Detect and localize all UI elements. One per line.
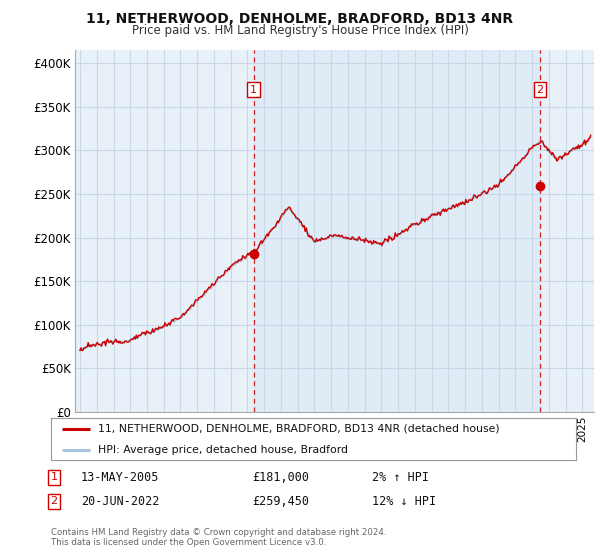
Text: 20-JUN-2022: 20-JUN-2022 bbox=[81, 494, 160, 508]
Text: 11, NETHERWOOD, DENHOLME, BRADFORD, BD13 4NR (detached house): 11, NETHERWOOD, DENHOLME, BRADFORD, BD13… bbox=[98, 424, 500, 434]
Text: HPI: Average price, detached house, Bradford: HPI: Average price, detached house, Brad… bbox=[98, 445, 348, 455]
Bar bbox=[254, 50, 540, 412]
Text: 2: 2 bbox=[50, 496, 58, 506]
Text: 12% ↓ HPI: 12% ↓ HPI bbox=[372, 494, 436, 508]
Text: 2% ↑ HPI: 2% ↑ HPI bbox=[372, 470, 429, 484]
Text: 11, NETHERWOOD, DENHOLME, BRADFORD, BD13 4NR: 11, NETHERWOOD, DENHOLME, BRADFORD, BD13… bbox=[86, 12, 514, 26]
Text: 1: 1 bbox=[50, 472, 58, 482]
Text: £181,000: £181,000 bbox=[252, 470, 309, 484]
Text: 13-MAY-2005: 13-MAY-2005 bbox=[81, 470, 160, 484]
Text: 2: 2 bbox=[536, 85, 544, 95]
Text: Contains HM Land Registry data © Crown copyright and database right 2024.
This d: Contains HM Land Registry data © Crown c… bbox=[51, 528, 386, 547]
Text: 1: 1 bbox=[250, 85, 257, 95]
Text: £259,450: £259,450 bbox=[252, 494, 309, 508]
Text: Price paid vs. HM Land Registry's House Price Index (HPI): Price paid vs. HM Land Registry's House … bbox=[131, 24, 469, 36]
